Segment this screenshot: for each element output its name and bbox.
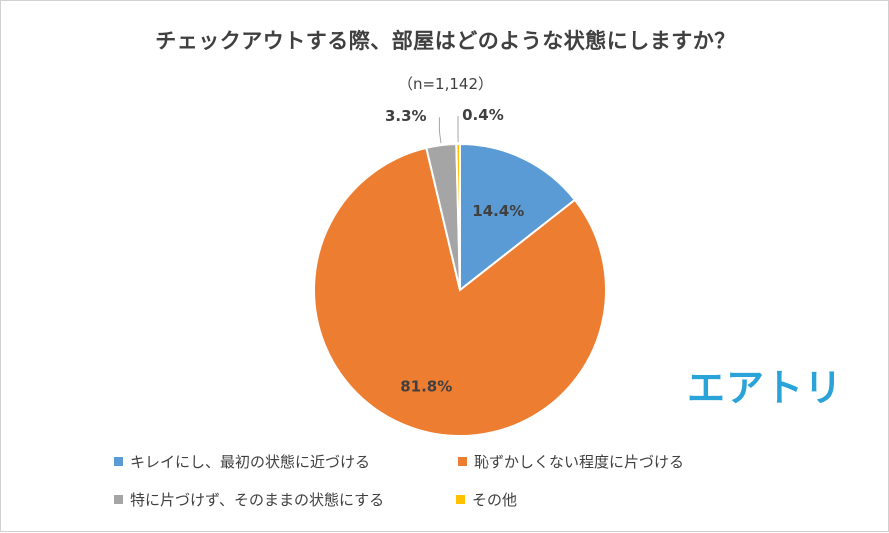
legend-label: 特に片づけず、そのままの状態にする xyxy=(130,489,384,510)
chart-frame: チェックアウトする際、部屋はどのような状態にしますか？ （n=1,142） 14… xyxy=(0,0,889,532)
legend-swatch xyxy=(114,457,123,466)
leader-line-3 xyxy=(439,117,441,143)
legend-item-3: 特に片づけず、そのままの状態にする xyxy=(114,489,384,510)
data-label-4: 0.4% xyxy=(462,106,504,124)
legend-item-1: キレイにし、最初の状態に近づける xyxy=(114,451,370,472)
legend-label: その他 xyxy=(472,489,517,510)
data-label-2: 81.8% xyxy=(400,377,452,395)
data-label-3: 3.3% xyxy=(385,107,427,125)
legend-item-2: 恥ずかしくない程度に片づける xyxy=(458,451,684,472)
legend-swatch xyxy=(114,495,123,504)
airtrip-logo: エアトリ xyxy=(687,357,843,412)
legend-label: キレイにし、最初の状態に近づける xyxy=(130,451,370,472)
legend-label: 恥ずかしくない程度に片づける xyxy=(474,451,684,472)
legend-item-4: その他 xyxy=(456,489,517,510)
data-label-1: 14.4% xyxy=(472,202,524,220)
legend-swatch xyxy=(458,457,467,466)
legend-swatch xyxy=(456,495,465,504)
